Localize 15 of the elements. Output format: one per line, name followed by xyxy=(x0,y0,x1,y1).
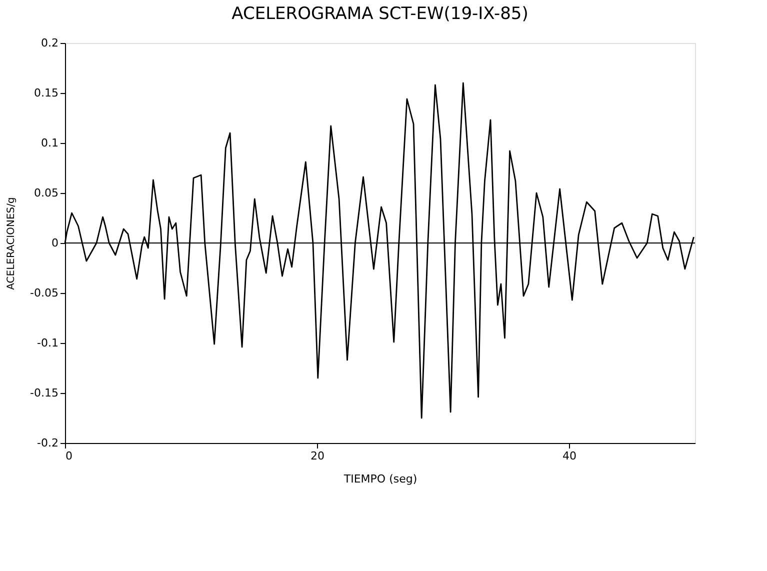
y-tick-label: 0.1 xyxy=(41,136,58,150)
y-tick-label: -0.1 xyxy=(37,336,58,350)
y-tick-label: 0 xyxy=(52,236,58,250)
x-tick-label: 40 xyxy=(562,450,576,462)
y-tick-label: 0.05 xyxy=(34,186,58,200)
chart-title: ACELEROGRAMA SCT-EW(19-IX-85) xyxy=(232,4,528,24)
x-tick-label: 20 xyxy=(310,450,324,462)
y-tick-label: -0.05 xyxy=(30,286,58,300)
y-axis-title: ACELERACIONES/g xyxy=(6,197,18,290)
y-tick-label: 0.2 xyxy=(41,36,58,50)
y-tick-label: -0.15 xyxy=(30,386,58,400)
x-axis-title: TIEMPO (seg) xyxy=(342,472,418,486)
y-tick-label: 0.15 xyxy=(34,86,58,100)
y-tick-label: -0.2 xyxy=(37,436,58,450)
x-tick-label: 0 xyxy=(66,450,72,462)
